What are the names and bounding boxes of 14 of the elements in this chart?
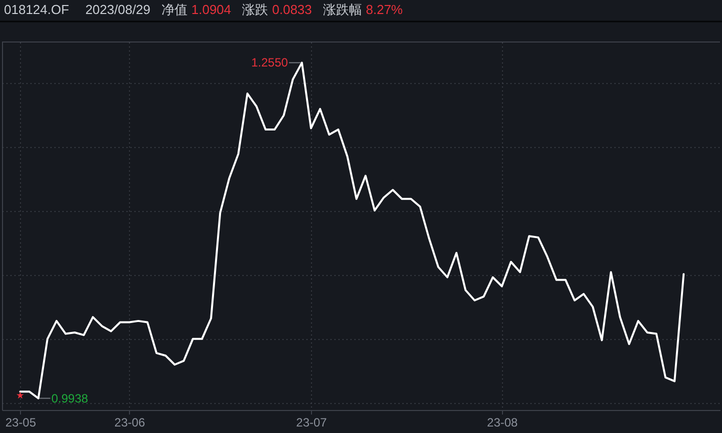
text: 2023/08/29	[85, 2, 150, 17]
data-label: 1.2550	[251, 56, 288, 70]
x-tick-label: 23-08	[487, 416, 518, 430]
text: 涨跌	[242, 2, 268, 17]
text: 0.0833	[272, 2, 312, 17]
x-tick-label: 23-07	[296, 416, 328, 430]
x-tick-label: 23-06	[114, 416, 146, 430]
text: 净值	[161, 2, 188, 17]
text: 1.0904	[191, 2, 232, 17]
x-tick-label: 23-05	[5, 416, 36, 430]
chart-title: 018124.OF	[4, 2, 70, 17]
text: 涨跌幅	[322, 2, 362, 17]
text: 8.27%	[366, 2, 404, 17]
data-label: 0.9938	[51, 391, 88, 406]
